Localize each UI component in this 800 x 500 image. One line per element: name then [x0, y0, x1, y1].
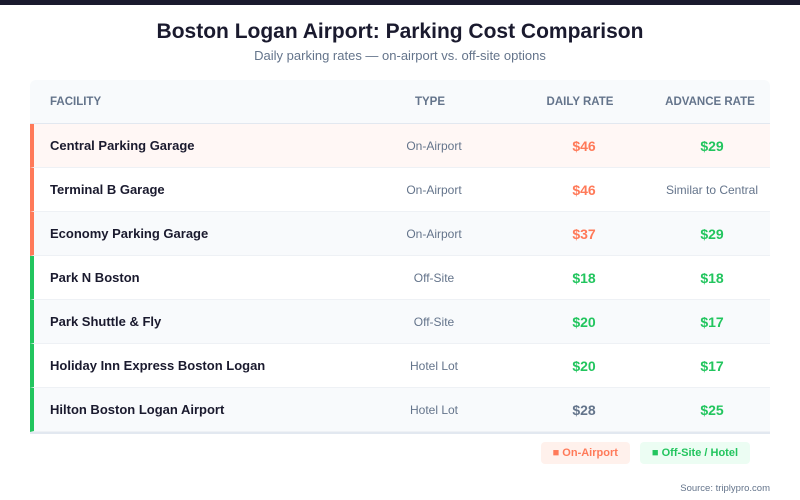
top-bar	[0, 0, 800, 5]
legend-on-airport: ■ On-Airport	[540, 442, 630, 464]
legend-off-site: ■ Off-Site / Hotel	[639, 442, 750, 464]
daily-rate-cell: $46	[572, 137, 596, 154]
advance-rate-cell: $17	[700, 357, 724, 374]
daily-rate-cell: $18	[572, 269, 596, 286]
page-subtitle: Daily parking rates — on-airport vs. off…	[254, 48, 546, 63]
type-cell: On-Airport	[406, 182, 462, 197]
table-header: FACILITY TYPE DAILY RATE ADVANCE RATE	[30, 80, 770, 124]
advance-rate-cell: $29	[700, 137, 724, 154]
table-row: Park N Boston Off-Site $18 $18	[30, 256, 770, 300]
advance-rate-cell: $29	[700, 225, 724, 242]
facility-cell: Terminal B Garage	[50, 182, 165, 197]
table-row: Hilton Boston Logan Airport Hotel Lot $28 $…	[30, 388, 770, 432]
facility-cell: Park N Boston	[50, 270, 140, 285]
advance-rate-cell: Similar to Central	[665, 182, 759, 197]
type-cell: Off-Site	[413, 314, 455, 329]
daily-rate-cell: $46	[572, 181, 596, 198]
header-daily-rate: DAILY RATE	[546, 95, 614, 108]
header-advance-rate: ADVANCE RATE	[665, 95, 755, 108]
facility-cell: Economy Parking Garage	[50, 226, 209, 241]
type-cell: Hotel Lot	[409, 358, 459, 373]
advance-rate-cell: $18	[700, 269, 724, 286]
type-cell: On-Airport	[406, 226, 462, 241]
facility-cell: Hilton Boston Logan Airport	[50, 402, 225, 417]
legend: ■ On-Airport ■ Off-Site / Hotel	[540, 442, 750, 464]
header-facility: FACILITY	[50, 95, 102, 108]
daily-rate-cell: $28	[572, 401, 596, 418]
facility-cell: Holiday Inn Express Boston Logan	[50, 358, 266, 373]
table-row: Central Parking Garage On-Airport $46 $29	[30, 124, 770, 168]
facility-cell: Park Shuttle & Fly	[50, 314, 162, 329]
daily-rate-cell: $20	[572, 313, 596, 330]
parking-table: FACILITY TYPE DAILY RATE ADVANCE RATE Ce…	[30, 80, 770, 434]
table-row: Park Shuttle & Fly Off-Site $20 $17	[30, 300, 770, 344]
daily-rate-cell: $37	[572, 225, 596, 242]
type-cell: On-Airport	[406, 138, 462, 153]
page-title: Boston Logan Airport: Parking Cost Compa…	[156, 20, 644, 43]
header-type: TYPE	[414, 95, 446, 108]
advance-rate-cell: $25	[700, 401, 724, 418]
type-cell: Hotel Lot	[409, 402, 459, 417]
type-cell: Off-Site	[413, 270, 455, 285]
table-row: Economy Parking Garage On-Airport $37 $29	[30, 212, 770, 256]
facility-cell: Central Parking Garage	[50, 138, 195, 153]
table-row: Holiday Inn Express Boston Logan Hotel Lo…	[30, 344, 770, 388]
daily-rate-cell: $20	[572, 357, 596, 374]
table-row: Terminal B Garage On-Airport $46 Similar to…	[30, 168, 770, 212]
source-note: Source: triplypro.com	[680, 483, 770, 494]
advance-rate-cell: $17	[700, 313, 724, 330]
